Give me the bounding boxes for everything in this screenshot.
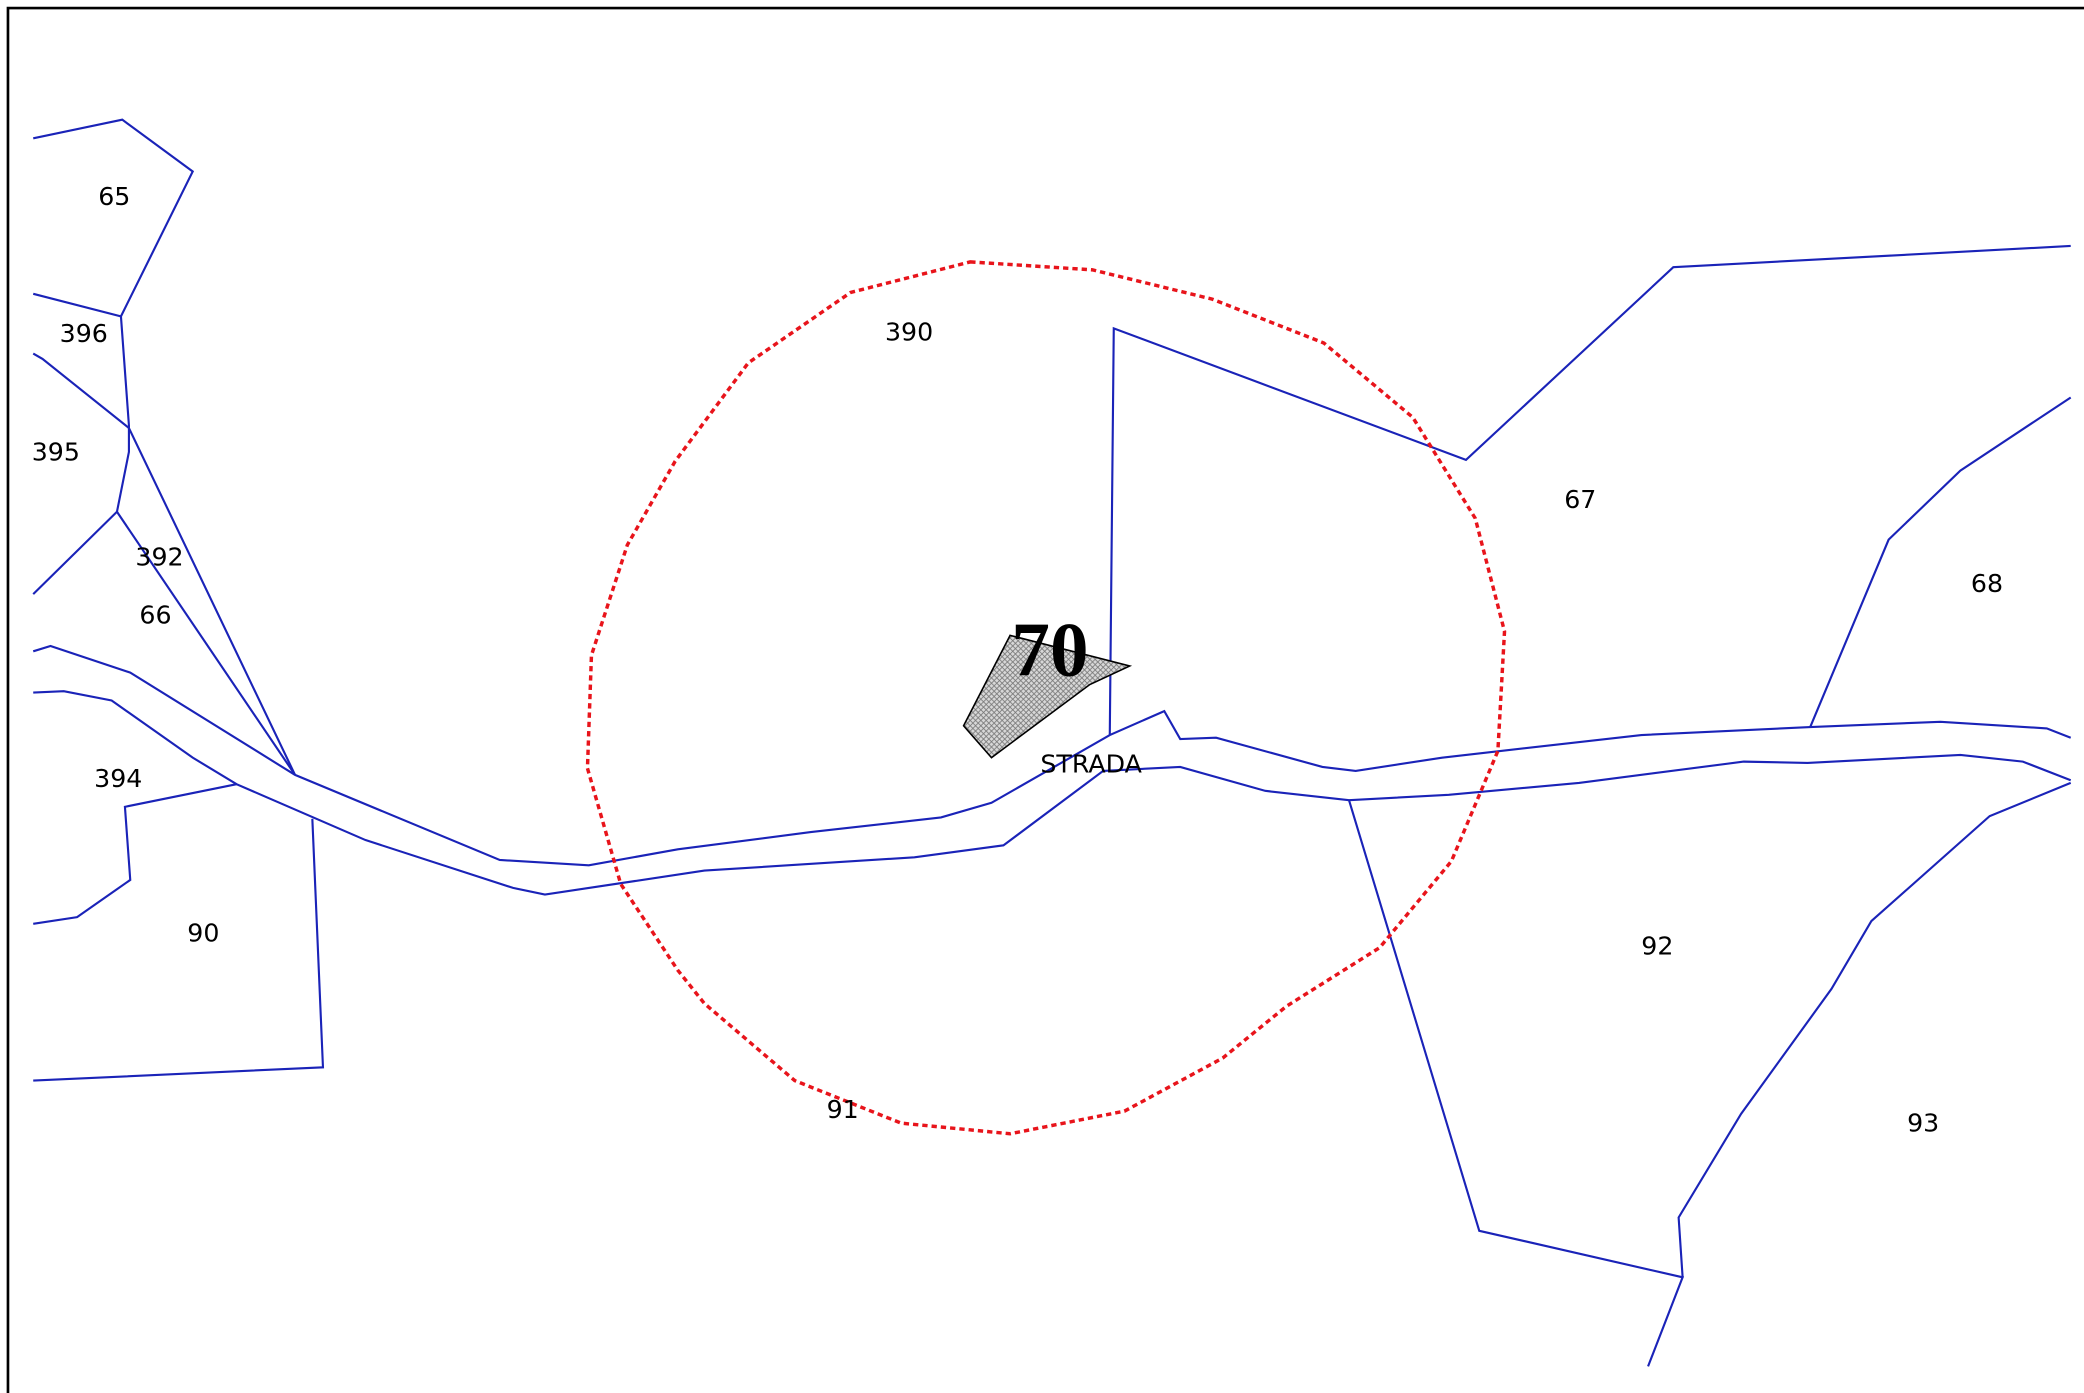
parcel-label: 66 xyxy=(139,601,171,630)
selected-parcel-shape xyxy=(962,634,1133,759)
road-edge xyxy=(33,690,2072,896)
boundary xyxy=(1677,781,2072,1278)
boundary xyxy=(116,511,296,776)
parcel-label: 90 xyxy=(187,918,219,947)
boundary xyxy=(1108,244,2071,736)
parcel-label: 91 xyxy=(827,1095,859,1124)
boundary xyxy=(1809,396,2072,728)
boundary xyxy=(33,783,237,925)
parcel-label: 92 xyxy=(1641,932,1673,961)
boundary xyxy=(32,118,195,318)
parcel-label: 93 xyxy=(1907,1108,1939,1137)
buffer-circle xyxy=(585,260,1507,1136)
parcel-boundaries xyxy=(32,118,2072,1367)
road-label: STRADA xyxy=(1040,750,1142,779)
parcel-label: 390 xyxy=(885,318,933,347)
parcel-label: 67 xyxy=(1564,485,1596,514)
road-edge xyxy=(32,644,2072,867)
boundary xyxy=(1348,799,1685,1367)
parcel-label: 396 xyxy=(60,319,108,348)
boundary xyxy=(32,352,297,776)
frame xyxy=(6,6,2084,1393)
labels: 65 396 395 392 66 394 90 390 67 68 92 91 93 STRADA 70 xyxy=(32,182,2003,1137)
parcel-label: 394 xyxy=(94,764,142,793)
boundary xyxy=(32,316,130,595)
selected-parcel-label: 70 xyxy=(1011,607,1088,693)
parcel-label: 65 xyxy=(98,182,130,211)
boundary xyxy=(33,818,325,1082)
parcel-label: 68 xyxy=(1971,569,2003,598)
parcel-label: 395 xyxy=(32,437,80,466)
parcel-label: 392 xyxy=(135,542,183,571)
